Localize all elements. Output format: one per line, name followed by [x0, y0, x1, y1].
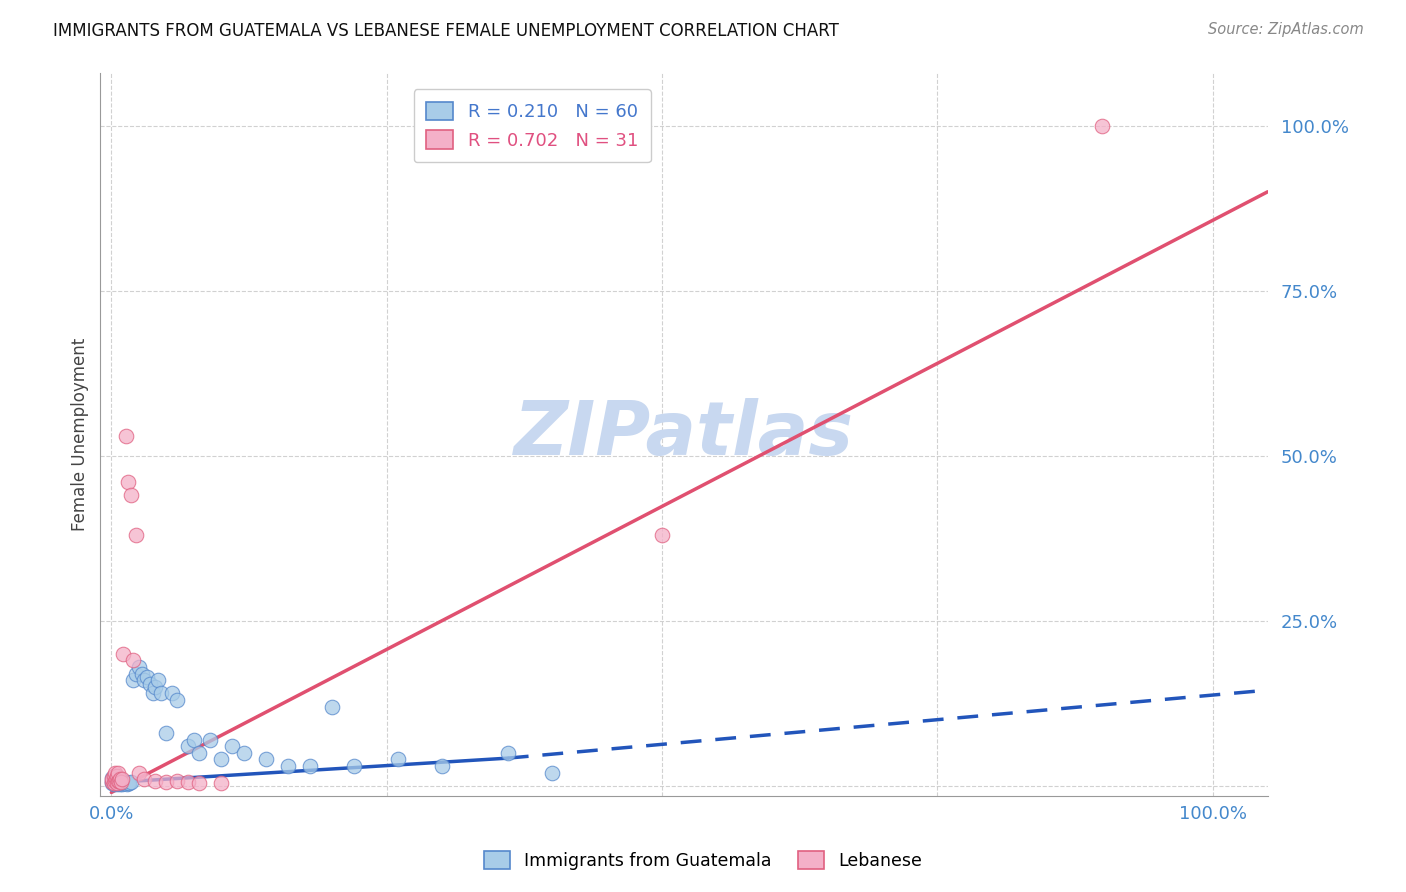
Point: [200, 732, 222, 747]
Point: [105, 777, 128, 791]
Point: [135, 670, 157, 684]
Point: [211, 752, 233, 766]
Point: [103, 777, 125, 791]
Point: [111, 773, 134, 788]
Point: [107, 765, 129, 780]
Point: [107, 775, 129, 789]
Point: [115, 777, 138, 791]
Point: [298, 759, 321, 773]
Point: [108, 774, 131, 789]
Point: [108, 776, 131, 790]
Point: [343, 759, 366, 773]
Point: [321, 699, 343, 714]
Point: [111, 772, 134, 787]
Point: [117, 775, 139, 789]
Point: [110, 775, 132, 789]
Point: [160, 686, 183, 700]
Point: [1091, 119, 1114, 133]
Point: [146, 673, 169, 688]
Point: [232, 746, 254, 760]
Point: [177, 739, 200, 754]
Point: [114, 429, 136, 443]
Point: [104, 773, 127, 788]
Point: [117, 475, 139, 490]
Point: [124, 666, 146, 681]
Point: [128, 660, 150, 674]
Point: [254, 752, 277, 766]
Point: [149, 686, 172, 700]
Point: [107, 773, 129, 788]
Point: [112, 647, 135, 661]
Point: [104, 772, 127, 787]
Point: [120, 488, 142, 502]
Point: [122, 653, 145, 667]
Point: [104, 772, 127, 787]
Point: [277, 759, 299, 773]
Point: [188, 746, 211, 760]
Point: [101, 773, 124, 788]
Point: [103, 775, 125, 789]
Point: [104, 773, 127, 788]
Point: [104, 776, 127, 790]
Point: [134, 772, 156, 787]
Point: [496, 746, 519, 760]
Point: [111, 777, 134, 791]
Text: ZIPatlas: ZIPatlas: [515, 398, 853, 471]
Point: [114, 775, 136, 789]
Point: [105, 774, 128, 789]
Point: [118, 776, 141, 790]
Point: [183, 732, 205, 747]
Point: [221, 739, 243, 754]
Text: Source: ZipAtlas.com: Source: ZipAtlas.com: [1208, 22, 1364, 37]
Point: [540, 765, 562, 780]
Point: [105, 771, 128, 785]
Point: [110, 775, 132, 789]
Point: [114, 776, 136, 790]
Point: [105, 775, 128, 789]
Point: [120, 775, 142, 789]
Point: [131, 666, 153, 681]
Point: [155, 726, 177, 740]
Point: [651, 528, 673, 542]
Point: [108, 773, 131, 788]
Point: [101, 772, 124, 787]
Point: [166, 693, 188, 707]
Point: [134, 673, 156, 688]
Point: [188, 776, 211, 790]
Text: IMMIGRANTS FROM GUATEMALA VS LEBANESE FEMALE UNEMPLOYMENT CORRELATION CHART: IMMIGRANTS FROM GUATEMALA VS LEBANESE FE…: [53, 22, 839, 40]
Point: [103, 772, 125, 787]
Legend: Immigrants from Guatemala, Lebanese: Immigrants from Guatemala, Lebanese: [475, 843, 931, 879]
Point: [101, 771, 124, 785]
Point: [108, 772, 131, 787]
Point: [104, 775, 127, 789]
Point: [104, 765, 127, 780]
Point: [145, 773, 167, 788]
Point: [101, 775, 124, 789]
Point: [122, 673, 145, 688]
Point: [128, 765, 150, 780]
Point: [108, 777, 131, 791]
Point: [387, 752, 409, 766]
Point: [124, 528, 146, 542]
Point: [101, 775, 124, 789]
Point: [211, 775, 233, 789]
Y-axis label: Female Unemployment: Female Unemployment: [72, 338, 89, 531]
Point: [155, 775, 177, 789]
Legend: R = 0.210   N = 60, R = 0.702   N = 31: R = 0.210 N = 60, R = 0.702 N = 31: [413, 89, 651, 162]
Point: [142, 686, 165, 700]
Point: [107, 772, 129, 787]
Point: [104, 769, 127, 783]
Point: [108, 773, 131, 788]
Point: [103, 775, 125, 789]
Point: [105, 769, 128, 783]
Point: [112, 775, 135, 789]
Point: [139, 676, 162, 690]
Point: [103, 769, 125, 783]
Point: [145, 680, 167, 694]
Point: [430, 759, 453, 773]
Point: [166, 773, 188, 788]
Point: [177, 775, 200, 789]
